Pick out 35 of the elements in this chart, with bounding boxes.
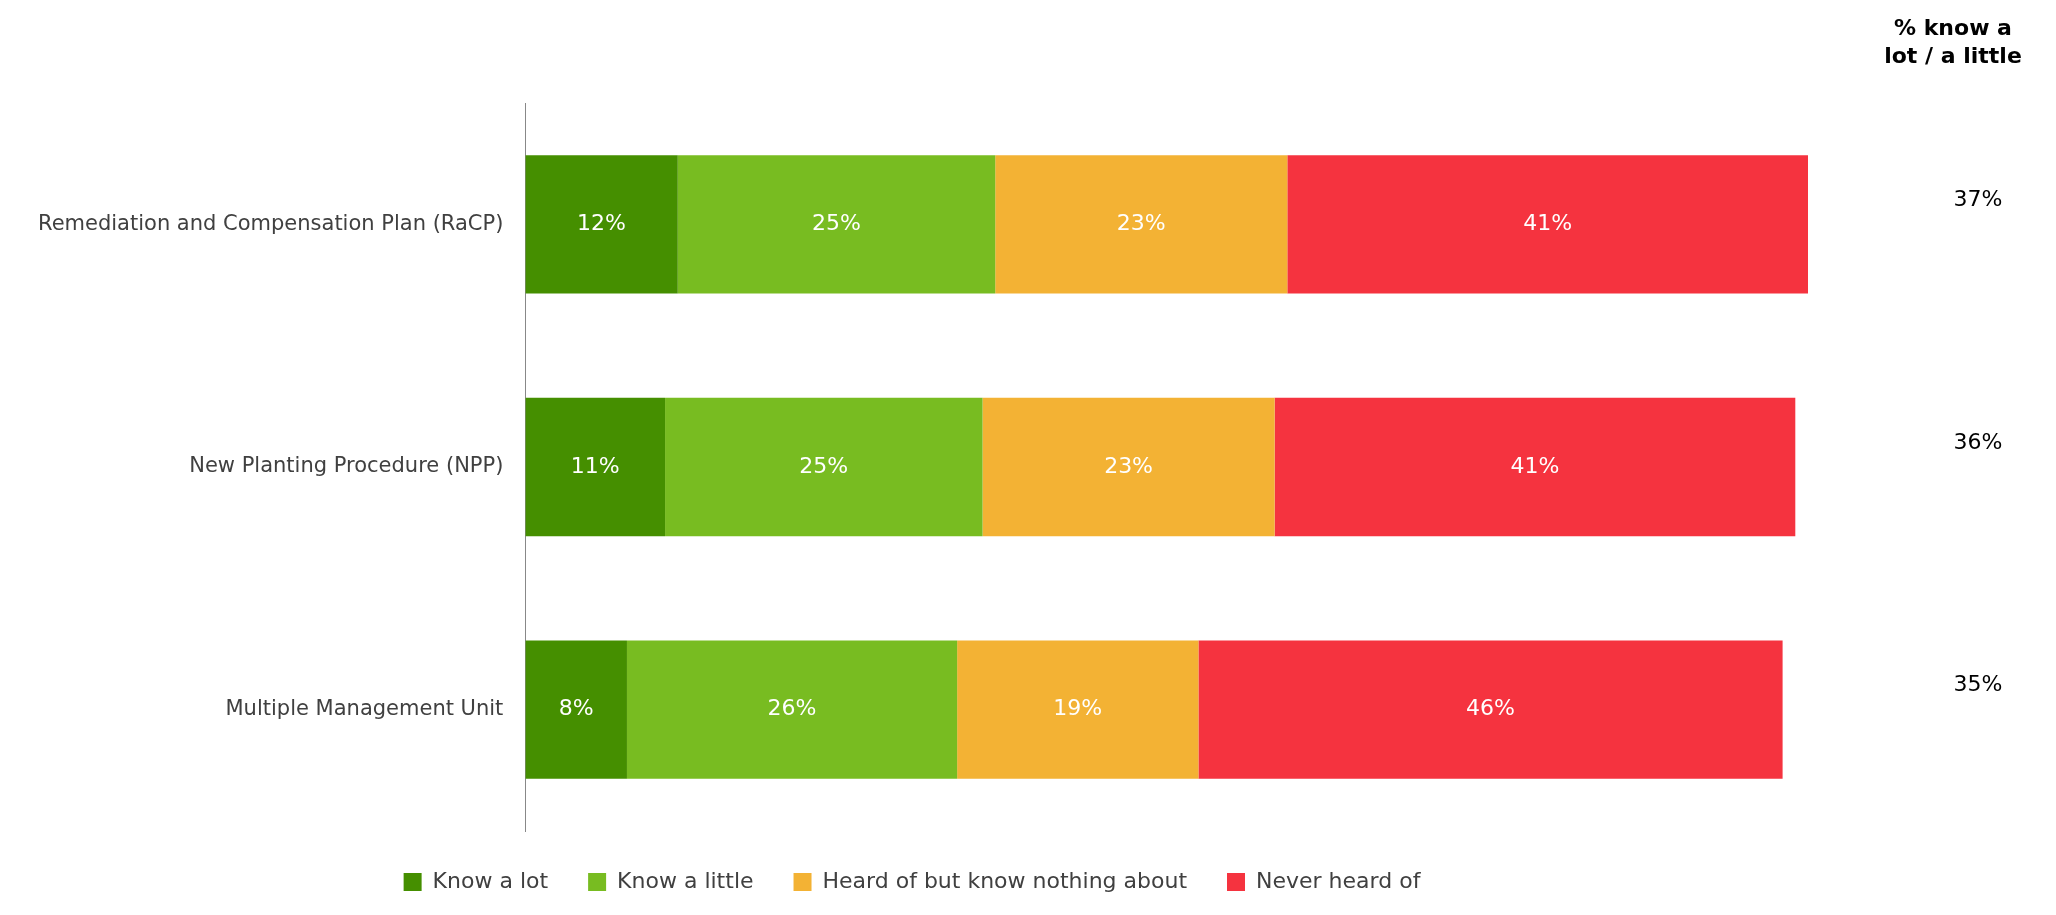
data-label: 25% (812, 210, 861, 236)
y-tick-label: New Planting Procedure (NPP) (189, 453, 504, 478)
data-label: 26% (767, 695, 817, 721)
data-label: 23% (1116, 210, 1166, 236)
bar (1198, 640, 1783, 779)
bar (1274, 397, 1796, 537)
bar (957, 640, 1199, 779)
bar (626, 640, 958, 779)
legend-label: Know a lot (432, 867, 549, 893)
y-tick-label: Multiple Management Unit (225, 696, 504, 721)
bar (995, 155, 1288, 294)
data-label: 11% (570, 452, 620, 478)
data-label: 8% (558, 695, 594, 721)
bar (525, 640, 627, 779)
bar (982, 397, 1275, 537)
data-label: 46% (1466, 695, 1515, 721)
y-tick-label: Remediation and Compensation Plan (RaCP) (37, 210, 504, 235)
data-label: 12% (577, 210, 627, 236)
legend-label: Heard of but know nothing about (822, 867, 1188, 893)
bar (525, 155, 678, 294)
text: 35% (1953, 671, 2003, 697)
data-label: 19% (1053, 695, 1103, 721)
data-label: 25% (799, 452, 849, 478)
data-label: 23% (1104, 452, 1154, 478)
legend-label: Know a little (617, 867, 754, 893)
bar (665, 397, 983, 537)
bar (1287, 155, 1808, 294)
data-label: 41% (1523, 210, 1573, 236)
bar (525, 397, 666, 537)
text: % know a lot / a little (1884, 14, 2022, 68)
text: 37% (1953, 186, 2003, 212)
bar (677, 155, 996, 294)
text: 36% (1953, 428, 2003, 454)
data-label: 41% (1510, 452, 1560, 478)
legend-label: Never heard of (1256, 867, 1422, 893)
